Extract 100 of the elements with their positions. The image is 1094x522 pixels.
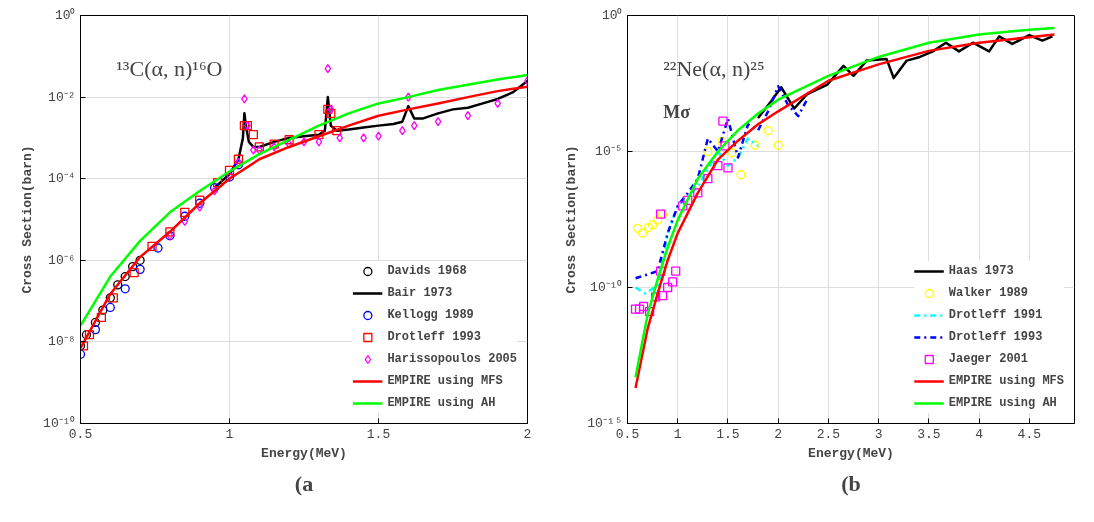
x-tick-label: 0.5 [615, 426, 640, 442]
point [763, 125, 773, 136]
point [98, 305, 108, 315]
x-tick-label: 1 [673, 426, 682, 442]
point [212, 178, 223, 188]
point [120, 271, 130, 282]
x-tick-label: 2.5 [816, 426, 841, 442]
point [113, 280, 123, 290]
point [375, 131, 382, 141]
legend-label: Drotleff 1993 [387, 330, 481, 344]
y-tick-label: 10⁰ [601, 7, 623, 23]
y-tick-label: 10⁰ [54, 7, 76, 23]
x-tick-label: 1.5 [716, 426, 740, 442]
legend-label: Kellogg 1989 [387, 308, 474, 322]
point [105, 302, 115, 313]
point [647, 220, 658, 230]
point [678, 201, 688, 211]
text: ¹³C(α, n)¹⁶O [116, 55, 223, 81]
x-tick-label: 2 [774, 426, 783, 442]
point [324, 63, 332, 74]
legend-label: Harissopoulos 2005 [387, 352, 517, 366]
y-tick-label: 10⁻⁵ [595, 144, 623, 159]
point [233, 154, 244, 164]
legend-label: EMPIRE using MFS [948, 374, 1064, 388]
legend-label: Drotleff 1993 [948, 330, 1043, 344]
legend-label: Haas 1973 [948, 264, 1014, 278]
x-tick-label: 4.5 [1017, 426, 1041, 442]
legend-label: EMPIRE using AH [948, 396, 1057, 410]
text: (a [294, 470, 314, 496]
point [494, 98, 502, 109]
legend-label: Drotleff 1991 [948, 308, 1043, 322]
legend-label: Bair 1973 [387, 286, 453, 300]
point [96, 312, 107, 322]
legend-label: EMPIRE using MFS [387, 374, 503, 388]
x-tick-label: 1 [225, 426, 234, 442]
point [718, 116, 728, 126]
point [703, 174, 713, 184]
point [663, 282, 673, 293]
point [153, 243, 163, 253]
point [360, 133, 367, 143]
x-tick-label: 2 [523, 426, 532, 442]
point [180, 207, 190, 217]
point [644, 306, 655, 317]
legend-label: Jaeger 2001 [948, 352, 1028, 366]
y-tick-label: 10⁻⁶ [48, 252, 76, 268]
point [300, 137, 308, 147]
line-series [634, 85, 810, 280]
x-axis-title: Energy(MeV) [808, 445, 894, 461]
point [332, 126, 342, 136]
point [410, 120, 418, 131]
point [129, 267, 139, 278]
x-tick-label: 4 [975, 426, 984, 442]
point [632, 223, 643, 233]
point [327, 104, 335, 115]
point [656, 266, 666, 276]
y-axis-title: Cross Section(barn) [564, 145, 580, 294]
point [314, 130, 324, 140]
point [285, 139, 293, 149]
point [165, 227, 175, 237]
x-tick-label: 1.5 [366, 426, 391, 442]
point [135, 255, 145, 265]
point [284, 135, 294, 145]
point [720, 141, 730, 151]
text: (b [841, 470, 861, 496]
point [723, 163, 733, 173]
y-tick-label: 10⁻⁴ [48, 171, 76, 187]
x-tick-label: 3.5 [917, 426, 941, 442]
point [128, 261, 138, 272]
point [652, 215, 663, 225]
point [399, 126, 406, 136]
point [736, 170, 746, 180]
point [668, 277, 678, 287]
point [634, 304, 645, 314]
point [404, 92, 412, 102]
y-axis-title: Cross Section(barn) [20, 145, 36, 294]
point [683, 195, 693, 205]
point [658, 291, 668, 301]
point [315, 137, 323, 147]
point [630, 304, 641, 314]
point [248, 130, 258, 140]
point [693, 188, 703, 198]
point [773, 140, 783, 150]
x-tick-label: 0.5 [68, 426, 93, 442]
point [250, 145, 257, 155]
point [671, 266, 681, 276]
legend-label: EMPIRE using AH [387, 396, 496, 410]
point [326, 108, 336, 118]
point [224, 165, 235, 176]
point [727, 148, 737, 158]
point [135, 264, 145, 274]
point [434, 117, 442, 127]
y-tick-label: 10⁻⁸ [48, 334, 76, 350]
point [323, 104, 333, 115]
point [638, 301, 649, 312]
point [703, 146, 713, 157]
point [650, 292, 661, 302]
point [750, 140, 760, 150]
legend-label: Davids 1968 [387, 264, 467, 278]
text: ²²Ne(α, n)²⁵ [663, 55, 765, 81]
point [464, 111, 472, 121]
